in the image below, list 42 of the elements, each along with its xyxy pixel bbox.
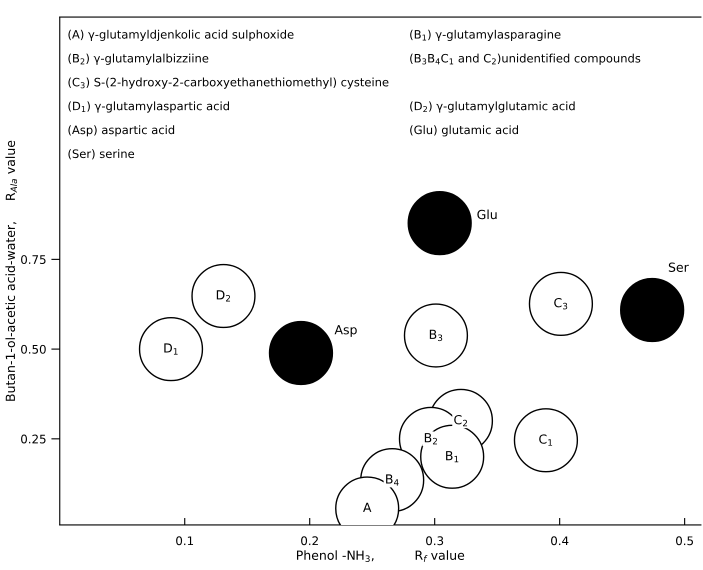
x-tick-label: 0.4 bbox=[551, 536, 568, 546]
annotation: (Glu) glutamic acid bbox=[410, 125, 518, 136]
annotation: B$_{1}$ bbox=[446, 451, 458, 462]
annotation: (Asp) aspartic acid bbox=[68, 125, 174, 136]
annotation: Asp bbox=[334, 325, 357, 337]
point bbox=[620, 278, 684, 342]
annotation: Ser bbox=[668, 262, 689, 272]
x-tick-label: 0.3 bbox=[426, 536, 444, 546]
annotation: B$_{4}$ bbox=[386, 474, 399, 486]
y-axis-title: Butan-1-ol-acetic acid-water, R$_{Ala}$ value bbox=[5, 140, 18, 401]
y-tick-label: 0.75 bbox=[21, 255, 46, 264]
annotation: (B$_{2}$) γ-glutamylalbizziine bbox=[68, 54, 208, 65]
y-tick-label: 0.50 bbox=[21, 344, 46, 354]
annotation: B$_{2}$ bbox=[424, 433, 438, 444]
point bbox=[514, 408, 578, 472]
annotation: (D$_{1}$) γ-glutamylaspartic acid bbox=[68, 101, 229, 113]
x-tick-label: 0.2 bbox=[301, 536, 318, 546]
annotation: Glu bbox=[477, 210, 497, 220]
x-tick-label: 0.1 bbox=[176, 536, 194, 546]
point bbox=[420, 424, 484, 489]
annotation: D$_{2}$ bbox=[216, 290, 230, 302]
annotation: (A) γ-glutamyldjenkolic acid sulphoxide bbox=[68, 30, 294, 41]
y-tick-label: 0.25 bbox=[21, 434, 46, 444]
text: (B$_{3}$B$_{4}$C$_{1}$ and C$_{2}$)unidentified compounds bbox=[410, 54, 640, 65]
point bbox=[408, 190, 472, 256]
annotation: A bbox=[363, 502, 372, 512]
point bbox=[191, 264, 256, 328]
point bbox=[268, 320, 334, 386]
x-tick-label: 0.5 bbox=[676, 536, 693, 546]
annotation: (B$_{1}$) γ-glutamylasparagine bbox=[410, 30, 561, 41]
annotation: (Ser) serine bbox=[68, 149, 134, 160]
annotation: B$_{3}$ bbox=[430, 330, 442, 342]
point bbox=[404, 303, 468, 368]
annotation: C$_{1}$ bbox=[539, 434, 552, 446]
x-axis-title: Phenol -NH$_{3}$, R$_{f}$ value bbox=[296, 550, 464, 562]
annotation: C$_{2}$ bbox=[454, 414, 468, 426]
point bbox=[528, 272, 594, 336]
point bbox=[138, 316, 204, 382]
annotation: D$_{1}$ bbox=[164, 343, 178, 355]
annotation: C$_{3}$ bbox=[554, 298, 568, 310]
annotation: (C$_{3}$) S-(2-hydroxy-2-carboxyethanethiomethyl) cysteine bbox=[68, 78, 388, 89]
annotation: (D$_{2}$) γ-glutamylglutamic acid bbox=[410, 101, 575, 113]
